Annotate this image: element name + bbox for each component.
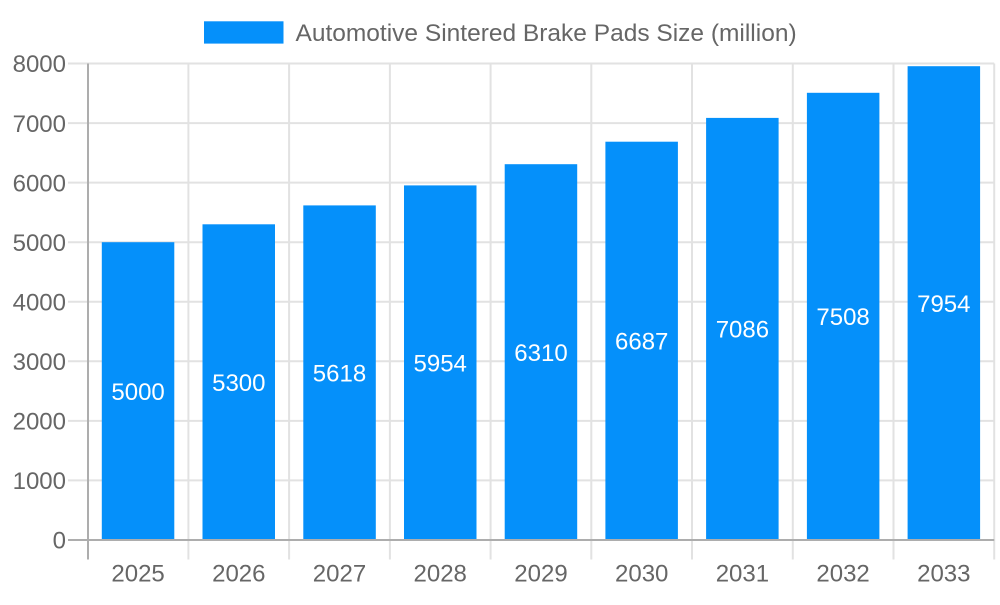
- svg-text:2025: 2025: [111, 560, 164, 587]
- svg-text:5000: 5000: [111, 379, 164, 406]
- svg-text:5954: 5954: [414, 350, 467, 377]
- svg-text:4000: 4000: [13, 289, 66, 316]
- svg-text:3000: 3000: [13, 349, 66, 376]
- svg-text:7086: 7086: [716, 317, 769, 344]
- svg-text:6687: 6687: [615, 329, 668, 356]
- svg-text:2032: 2032: [816, 560, 869, 587]
- svg-text:5000: 5000: [13, 230, 66, 257]
- svg-text:6310: 6310: [514, 340, 567, 367]
- svg-text:1000: 1000: [13, 468, 66, 495]
- svg-text:5300: 5300: [212, 370, 265, 397]
- svg-text:7000: 7000: [13, 111, 66, 138]
- svg-text:8000: 8000: [13, 51, 66, 78]
- svg-text:5618: 5618: [313, 360, 366, 387]
- svg-text:2026: 2026: [212, 560, 265, 587]
- svg-text:2029: 2029: [514, 560, 567, 587]
- svg-text:2028: 2028: [414, 560, 467, 587]
- svg-text:2031: 2031: [716, 560, 769, 587]
- svg-text:6000: 6000: [13, 170, 66, 197]
- svg-text:7508: 7508: [816, 304, 869, 331]
- svg-text:2030: 2030: [615, 560, 668, 587]
- svg-text:Automotive Sintered Brake Pads: Automotive Sintered Brake Pads Size (mil…: [296, 20, 797, 47]
- svg-text:7954: 7954: [917, 291, 970, 318]
- svg-text:2000: 2000: [13, 409, 66, 436]
- svg-text:2033: 2033: [917, 560, 970, 587]
- svg-text:0: 0: [53, 528, 66, 555]
- svg-text:2027: 2027: [313, 560, 366, 587]
